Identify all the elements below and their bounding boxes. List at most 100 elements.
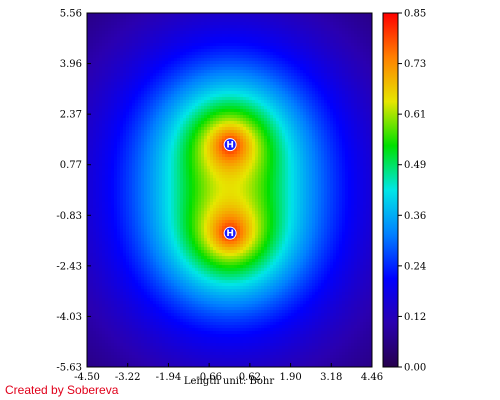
heatmap-cell (168, 70, 172, 74)
heatmap-cell (210, 16, 214, 20)
heatmap-cell (264, 154, 268, 158)
heatmap-cell (150, 160, 154, 164)
heatmap-cell (99, 115, 103, 119)
heatmap-cell (366, 94, 370, 98)
heatmap-cell (165, 67, 169, 71)
heatmap-cell (129, 73, 133, 77)
heatmap-cell (90, 133, 94, 137)
heatmap-cell (291, 145, 295, 149)
heatmap-cell (255, 61, 259, 65)
heatmap-cell (357, 85, 361, 89)
heatmap-cell (336, 46, 340, 50)
heatmap-cell (249, 88, 253, 92)
heatmap-cell (210, 64, 214, 68)
heatmap-cell (165, 124, 169, 128)
heatmap-cell (339, 97, 343, 101)
heatmap-cell (366, 79, 370, 83)
heatmap-cell (96, 43, 100, 47)
heatmap-cell (297, 130, 301, 134)
heatmap-cell (210, 136, 214, 140)
heatmap-cell (315, 85, 319, 89)
heatmap-cell (99, 55, 103, 59)
heatmap-cell (156, 163, 160, 167)
heatmap-cell (246, 40, 250, 44)
heatmap-cell (330, 28, 334, 32)
heatmap-cell (333, 58, 337, 62)
heatmap-cell (321, 49, 325, 53)
heatmap-cell (210, 82, 214, 86)
heatmap-cell (123, 19, 127, 23)
heatmap-cell (306, 106, 310, 110)
heatmap-cell (360, 55, 364, 59)
heatmap-cell (171, 130, 175, 134)
heatmap-cell (324, 103, 328, 107)
heatmap-cell (147, 31, 151, 35)
heatmap-cell (156, 79, 160, 83)
heatmap-cell (282, 88, 286, 92)
heatmap-cell (336, 136, 340, 140)
heatmap-cell (195, 22, 199, 26)
heatmap-cell (267, 70, 271, 74)
heatmap-cell (144, 154, 148, 158)
heatmap-cell (339, 58, 343, 62)
heatmap-cell (270, 124, 274, 128)
heatmap-cell (309, 16, 313, 20)
heatmap-cell (306, 85, 310, 89)
heatmap-cell (261, 64, 265, 68)
heatmap-cell (312, 127, 316, 131)
heatmap-cell (180, 127, 184, 131)
heatmap-cell (132, 130, 136, 134)
heatmap-cell (168, 94, 172, 98)
heatmap-cell (324, 25, 328, 29)
heatmap-cell (180, 109, 184, 113)
heatmap-cell (291, 70, 295, 74)
heatmap-cell (189, 151, 193, 155)
heatmap-cell (300, 67, 304, 71)
heatmap-cell (327, 121, 331, 125)
heatmap-cell (315, 64, 319, 68)
heatmap-cell (99, 103, 103, 107)
heatmap-cell (276, 31, 280, 35)
heatmap-cell (138, 115, 142, 119)
heatmap-cell (354, 124, 358, 128)
heatmap-cell (318, 103, 322, 107)
heatmap-cell (189, 148, 193, 152)
heatmap-cell (114, 58, 118, 62)
heatmap-cell (111, 118, 115, 122)
heatmap-cell (243, 154, 247, 158)
heatmap-cell (168, 121, 172, 125)
heatmap-cell (345, 103, 349, 107)
heatmap-cell (225, 115, 229, 119)
heatmap-cell (111, 106, 115, 110)
heatmap-cell (327, 118, 331, 122)
heatmap-cell (369, 124, 372, 128)
heatmap-cell (270, 103, 274, 107)
heatmap-cell (276, 109, 280, 113)
heatmap-cell (354, 103, 358, 107)
heatmap-cell (297, 145, 301, 149)
heatmap-cell (90, 148, 94, 152)
heatmap-cell (276, 34, 280, 38)
heatmap-cell (99, 70, 103, 74)
heatmap-cell (201, 163, 205, 167)
heatmap-cell (201, 94, 205, 98)
heatmap-cell (327, 79, 331, 83)
heatmap-cell (192, 127, 196, 131)
heatmap-cell (96, 142, 100, 146)
heatmap-cell (102, 109, 106, 113)
heatmap-cell (147, 94, 151, 98)
heatmap-cell (204, 49, 208, 53)
heatmap-cell (174, 97, 178, 101)
heatmap-cell (90, 145, 94, 149)
heatmap-cell (111, 127, 115, 131)
heatmap-cell (138, 157, 142, 161)
heatmap-cell (114, 46, 118, 50)
heatmap-cell (231, 70, 235, 74)
heatmap-cell (99, 16, 103, 20)
heatmap-cell (312, 16, 316, 20)
heatmap-cell (171, 94, 175, 98)
heatmap-cell (201, 79, 205, 83)
heatmap-cell (108, 163, 112, 167)
heatmap-cell (183, 37, 187, 41)
heatmap-cell (168, 130, 172, 134)
